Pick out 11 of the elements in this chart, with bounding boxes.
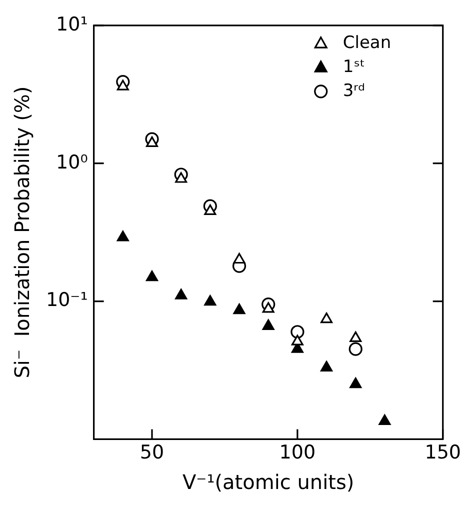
x-tick-label: 100 bbox=[279, 442, 316, 464]
x-tick-label: 50 bbox=[140, 442, 164, 464]
y-tick-label: 10⁻¹ bbox=[46, 289, 88, 312]
legend-label: Clean bbox=[342, 32, 392, 53]
legend-label: 1ˢᵗ bbox=[342, 56, 366, 77]
y-axis-title: Si⁻ Ionization Probability (%) bbox=[10, 86, 34, 378]
y-tick-label: 10⁰ bbox=[56, 151, 88, 174]
x-axis-title: V⁻¹(atomic units) bbox=[182, 470, 354, 494]
legend-label: 3ʳᵈ bbox=[342, 80, 365, 101]
x-tick-label: 150 bbox=[424, 442, 461, 464]
y-tick-label: 10¹ bbox=[56, 13, 88, 36]
